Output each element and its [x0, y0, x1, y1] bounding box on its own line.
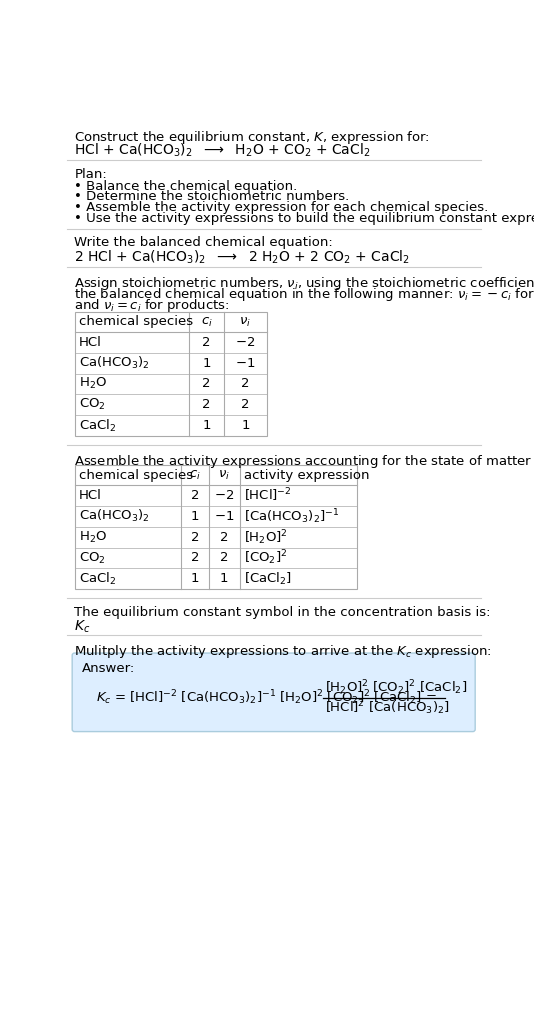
Text: [CO$_2$]$^2$: [CO$_2$]$^2$	[244, 548, 288, 568]
Text: 2: 2	[241, 398, 249, 411]
Text: [HCl]$^{-2}$: [HCl]$^{-2}$	[244, 487, 292, 504]
Text: Ca(HCO$_3$)$_2$: Ca(HCO$_3$)$_2$	[79, 355, 150, 372]
Text: $-1$: $-1$	[235, 356, 256, 370]
Text: HCl: HCl	[79, 336, 102, 349]
Text: 2: 2	[241, 378, 249, 390]
Text: Mulitply the activity expressions to arrive at the $K_c$ expression:: Mulitply the activity expressions to arr…	[75, 643, 492, 660]
Text: $K_c$ = [HCl]$^{-2}$ [Ca(HCO$_3$)$_2$]$^{-1}$ [H$_2$O]$^2$ [CO$_2$]$^2$ [CaCl$_2: $K_c$ = [HCl]$^{-2}$ [Ca(HCO$_3$)$_2$]$^…	[96, 688, 437, 708]
Text: $\nu_i$: $\nu_i$	[218, 469, 230, 482]
Text: HCl: HCl	[79, 489, 102, 502]
Text: $-2$: $-2$	[214, 489, 234, 502]
Text: $K_c$: $K_c$	[75, 619, 91, 635]
Bar	[75, 312, 266, 436]
Text: Assemble the activity expressions accounting for the state of matter and $\nu_i$: Assemble the activity expressions accoun…	[75, 453, 534, 470]
Text: [H$_2$O]$^2$: [H$_2$O]$^2$	[244, 528, 288, 546]
Text: • Determine the stoichiometric numbers.: • Determine the stoichiometric numbers.	[75, 190, 350, 203]
FancyBboxPatch shape	[72, 653, 475, 732]
Text: 2: 2	[191, 489, 199, 502]
Text: Construct the equilibrium constant, $K$, expression for:: Construct the equilibrium constant, $K$,…	[75, 129, 430, 146]
Text: • Assemble the activity expression for each chemical species.: • Assemble the activity expression for e…	[75, 201, 489, 214]
Text: 1: 1	[220, 572, 229, 585]
Text: activity expression: activity expression	[244, 469, 370, 482]
Text: [CaCl$_2$]: [CaCl$_2$]	[244, 571, 292, 587]
Text: The equilibrium constant symbol in the concentration basis is:: The equilibrium constant symbol in the c…	[75, 606, 491, 619]
Text: CaCl$_2$: CaCl$_2$	[79, 571, 116, 587]
Text: 1: 1	[241, 419, 249, 432]
Text: [H$_2$O]$^2$ [CO$_2$]$^2$ [CaCl$_2$]: [H$_2$O]$^2$ [CO$_2$]$^2$ [CaCl$_2$]	[325, 678, 467, 697]
Text: 2: 2	[220, 531, 229, 543]
Text: 2: 2	[202, 336, 211, 349]
Text: Assign stoichiometric numbers, $\nu_i$, using the stoichiometric coefficients, $: Assign stoichiometric numbers, $\nu_i$, …	[75, 275, 534, 292]
Text: 1: 1	[191, 509, 199, 523]
Text: $-1$: $-1$	[214, 509, 234, 523]
Text: [Ca(HCO$_3$)$_2$]$^{-1}$: [Ca(HCO$_3$)$_2$]$^{-1}$	[244, 507, 340, 526]
Text: Plan:: Plan:	[75, 167, 107, 181]
Text: HCl + Ca(HCO$_3$)$_2$  $\longrightarrow$  H$_2$O + CO$_2$ + CaCl$_2$: HCl + Ca(HCO$_3$)$_2$ $\longrightarrow$ …	[75, 142, 371, 159]
Text: [HCl]$^2$ [Ca(HCO$_3$)$_2$]: [HCl]$^2$ [Ca(HCO$_3$)$_2$]	[325, 698, 450, 717]
Text: $\nu_i$: $\nu_i$	[239, 315, 252, 329]
Text: chemical species: chemical species	[79, 315, 193, 329]
Text: the balanced chemical equation in the following manner: $\nu_i = -c_i$ for react: the balanced chemical equation in the fo…	[75, 286, 534, 303]
Text: 2: 2	[202, 378, 211, 390]
Text: 1: 1	[202, 356, 211, 370]
Text: • Use the activity expressions to build the equilibrium constant expression.: • Use the activity expressions to build …	[75, 211, 534, 225]
Text: $-2$: $-2$	[235, 336, 255, 349]
Text: Write the balanced chemical equation:: Write the balanced chemical equation:	[75, 237, 333, 249]
Text: H$_2$O: H$_2$O	[79, 530, 107, 545]
Text: Answer:: Answer:	[82, 662, 136, 675]
Text: CaCl$_2$: CaCl$_2$	[79, 418, 116, 434]
Bar	[75, 466, 357, 589]
Text: $c_i$: $c_i$	[189, 469, 201, 482]
Text: 2: 2	[202, 398, 211, 411]
Text: Ca(HCO$_3$)$_2$: Ca(HCO$_3$)$_2$	[79, 508, 150, 525]
Text: 1: 1	[202, 419, 211, 432]
Text: CO$_2$: CO$_2$	[79, 550, 106, 566]
Text: 2 HCl + Ca(HCO$_3$)$_2$  $\longrightarrow$  2 H$_2$O + 2 CO$_2$ + CaCl$_2$: 2 HCl + Ca(HCO$_3$)$_2$ $\longrightarrow…	[75, 249, 411, 266]
Text: and $\nu_i = c_i$ for products:: and $\nu_i = c_i$ for products:	[75, 296, 230, 313]
Text: 2: 2	[191, 551, 199, 565]
Text: $c_i$: $c_i$	[201, 315, 213, 329]
Text: H$_2$O: H$_2$O	[79, 377, 107, 391]
Text: 2: 2	[191, 531, 199, 543]
Text: • Balance the chemical equation.: • Balance the chemical equation.	[75, 180, 298, 193]
Text: CO$_2$: CO$_2$	[79, 397, 106, 412]
Text: chemical species: chemical species	[79, 469, 193, 482]
Text: 1: 1	[191, 572, 199, 585]
Text: 2: 2	[220, 551, 229, 565]
